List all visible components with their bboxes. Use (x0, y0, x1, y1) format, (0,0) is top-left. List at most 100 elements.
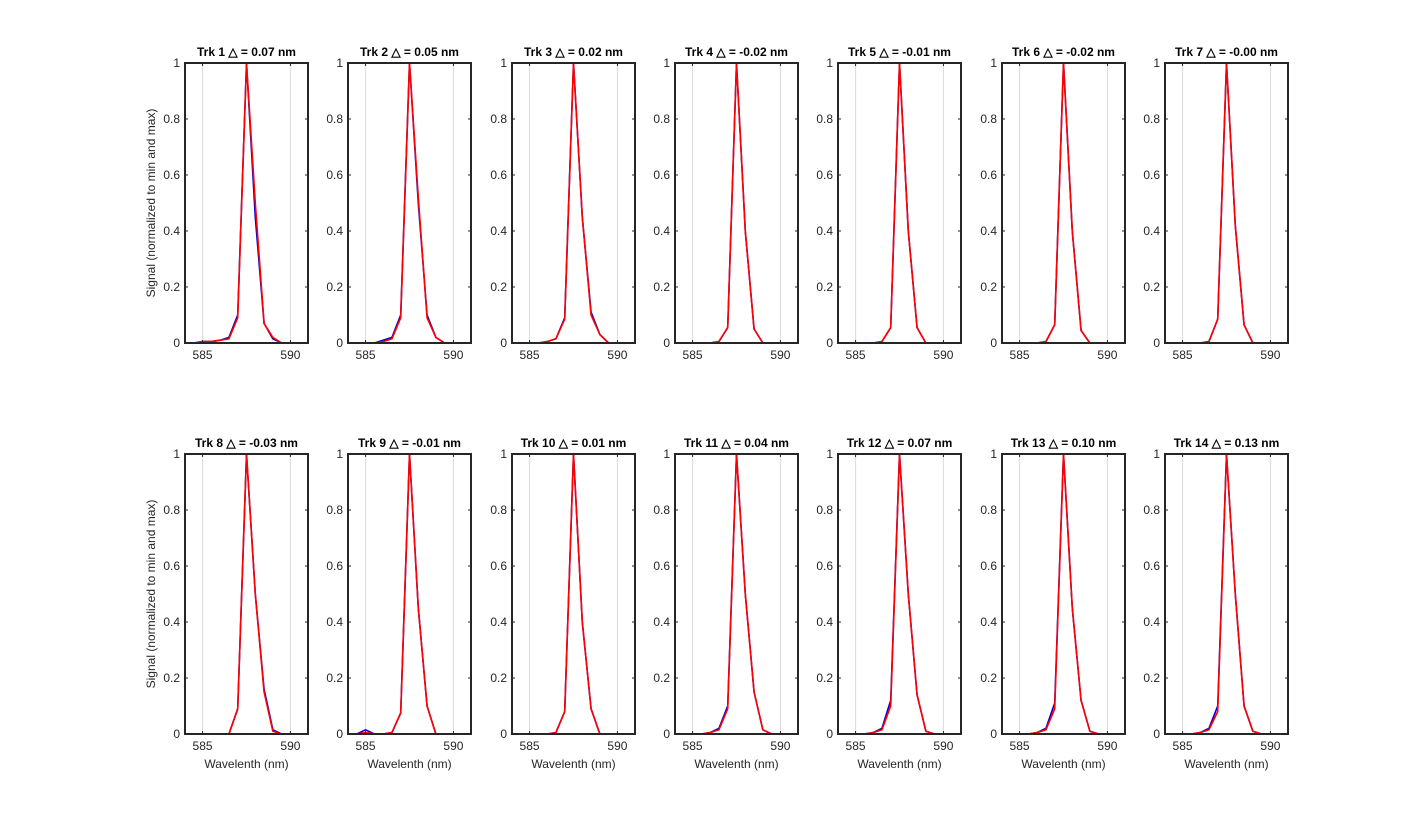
y-tick-label: 0.2 (326, 671, 343, 685)
y-tick-label: 0.8 (816, 112, 833, 126)
y-tick-label: 0.6 (326, 559, 343, 573)
y-tick-label: 0.2 (490, 671, 507, 685)
y-tick-label: 0.6 (653, 559, 670, 573)
y-tick-label: 0.2 (326, 280, 343, 294)
y-tick-label: 0.6 (490, 168, 507, 182)
y-tick-label: 0.6 (653, 168, 670, 182)
axes-box (511, 62, 636, 344)
y-tick-label: 0.6 (816, 168, 833, 182)
y-tick-label: 0.4 (326, 224, 343, 238)
y-tick-label: 0 (336, 336, 343, 350)
y-tick-label: 0.2 (490, 280, 507, 294)
plot-area (512, 454, 635, 734)
y-tick-label: 0 (173, 336, 180, 350)
y-tick-label: 1 (1153, 447, 1160, 461)
axes-box (1001, 453, 1126, 735)
panel-title: Trk 5 △ = -0.01 nm (848, 45, 951, 59)
y-tick-label: 1 (173, 447, 180, 461)
x-tick-label: 590 (1097, 739, 1117, 753)
y-axis-label: Signal (normalized to min and max) (144, 500, 158, 689)
y-tick-label: 1 (826, 447, 833, 461)
x-tick-label: 585 (356, 739, 376, 753)
x-axis-label: Wavelenth (nm) (1184, 757, 1268, 771)
y-tick-label: 0.6 (980, 559, 997, 573)
y-tick-label: 0.8 (490, 112, 507, 126)
y-tick-label: 0.6 (1143, 559, 1160, 573)
x-tick-label: 585 (520, 348, 540, 362)
y-tick-label: 0.4 (1143, 615, 1160, 629)
y-tick-label: 1 (826, 56, 833, 70)
x-tick-label: 590 (607, 739, 627, 753)
axes-box (674, 453, 799, 735)
y-tick-label: 1 (663, 56, 670, 70)
y-tick-label: 0.8 (1143, 503, 1160, 517)
y-tick-label: 1 (500, 56, 507, 70)
y-tick-label: 0.4 (490, 615, 507, 629)
plot-area (1002, 454, 1125, 734)
panel: 0 0.2 0.4 0.6 0.8 1 585 590 Trk 1 △ = 0.07 nm Sig… (144, 45, 309, 362)
panel-title: Trk 13 △ = 0.10 nm (1011, 436, 1117, 450)
y-tick-label: 0.4 (816, 615, 833, 629)
y-tick-label: 1 (173, 56, 180, 70)
x-tick-label: 590 (280, 348, 300, 362)
y-tick-label: 0 (1153, 727, 1160, 741)
plot-area (348, 454, 471, 734)
y-tick-label: 1 (336, 447, 343, 461)
x-tick-label: 585 (683, 739, 703, 753)
panel: 0 0.2 0.4 0.6 0.8 1 585 590 Trk 6 △ = -0.02 nm (980, 45, 1126, 362)
plot-area (348, 63, 471, 343)
panel-title: Trk 3 △ = 0.02 nm (524, 45, 623, 59)
panel-title: Trk 9 △ = -0.01 nm (358, 436, 461, 450)
y-tick-label: 0.6 (1143, 168, 1160, 182)
y-tick-label: 0.2 (980, 280, 997, 294)
y-tick-label: 0.4 (816, 224, 833, 238)
x-axis-label: Wavelenth (nm) (367, 757, 451, 771)
y-tick-label: 0.2 (816, 671, 833, 685)
axes-box (1164, 453, 1289, 735)
x-tick-label: 590 (607, 348, 627, 362)
panel-title: Trk 10 △ = 0.01 nm (521, 436, 627, 450)
y-tick-label: 0.4 (653, 615, 670, 629)
plot-area (1002, 63, 1125, 343)
x-tick-label: 585 (846, 348, 866, 362)
panel-title: Trk 1 △ = 0.07 nm (197, 45, 296, 59)
y-tick-label: 0 (1153, 336, 1160, 350)
panel-title: Trk 12 △ = 0.07 nm (847, 436, 953, 450)
x-tick-label: 590 (280, 739, 300, 753)
x-axis-label: Wavelenth (nm) (857, 757, 941, 771)
panel-title: Trk 11 △ = 0.04 nm (684, 436, 789, 450)
x-axis-label: Wavelenth (nm) (694, 757, 778, 771)
y-tick-label: 0.2 (1143, 280, 1160, 294)
y-tick-label: 0 (663, 336, 670, 350)
x-axis-label: Wavelenth (nm) (1021, 757, 1105, 771)
y-tick-label: 0.6 (163, 559, 180, 573)
panel-title: Trk 4 △ = -0.02 nm (685, 45, 788, 59)
panel: 0 0.2 0.4 0.6 0.8 1 585 590 Trk 3 △ = 0.02 nm (490, 45, 636, 362)
y-tick-label: 1 (990, 56, 997, 70)
y-tick-label: 0.8 (653, 112, 670, 126)
plot-area (838, 454, 961, 734)
y-axis-label: Signal (normalized to min and max) (144, 109, 158, 298)
axes-box (674, 62, 799, 344)
axes-box (837, 62, 962, 344)
y-tick-label: 0.6 (490, 559, 507, 573)
y-tick-label: 0.8 (490, 503, 507, 517)
axes-box (837, 453, 962, 735)
axes-box (347, 453, 472, 735)
panel: 0 0.2 0.4 0.6 0.8 1 585 590 Trk 13 △ = 0.10 nm Wa… (980, 436, 1126, 771)
x-tick-label: 590 (933, 348, 953, 362)
axes-box (184, 62, 309, 344)
y-tick-label: 0.2 (653, 671, 670, 685)
panel: 0 0.2 0.4 0.6 0.8 1 585 590 Trk 9 △ = -0.01 nm Wa… (326, 436, 472, 771)
panel: 0 0.2 0.4 0.6 0.8 1 585 590 Trk 8 △ = -0.03 nm Wa… (144, 436, 309, 771)
y-tick-label: 0 (500, 336, 507, 350)
y-tick-label: 0.8 (163, 503, 180, 517)
y-tick-label: 0 (990, 336, 997, 350)
x-tick-label: 590 (443, 739, 463, 753)
panel-title: Trk 7 △ = -0.00 nm (1175, 45, 1278, 59)
y-tick-label: 1 (663, 447, 670, 461)
x-tick-label: 585 (1173, 739, 1193, 753)
y-tick-label: 0.8 (653, 503, 670, 517)
x-tick-label: 590 (933, 739, 953, 753)
x-tick-label: 585 (1173, 348, 1193, 362)
